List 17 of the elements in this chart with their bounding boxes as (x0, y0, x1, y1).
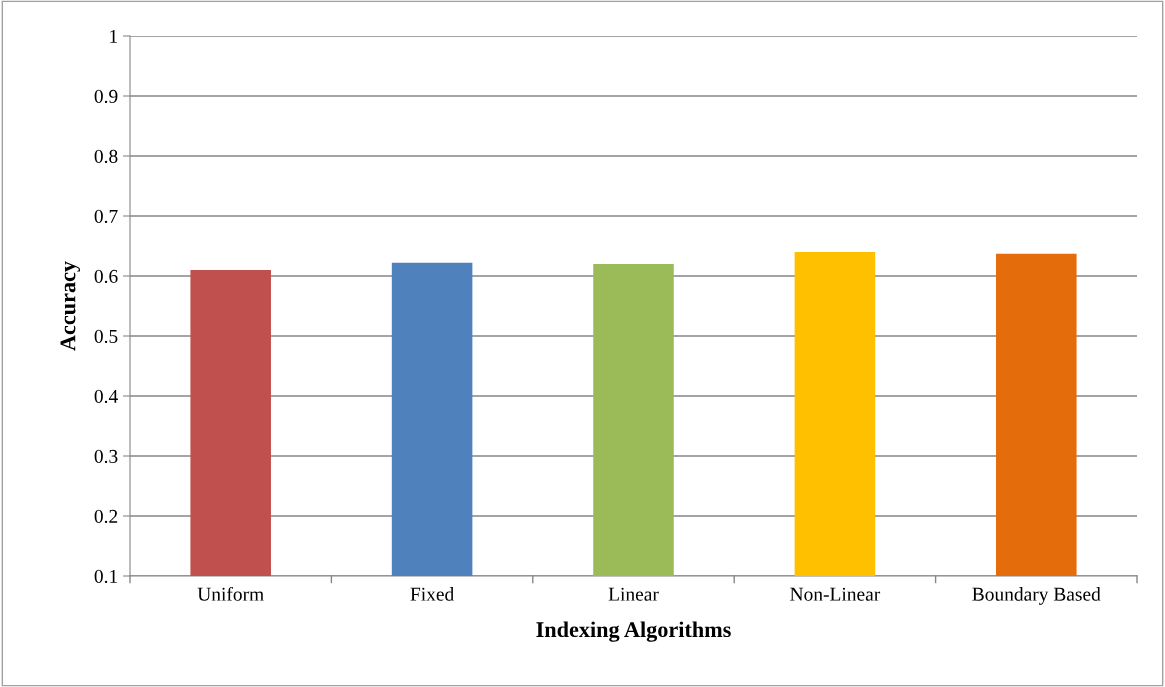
x-tick-label: Fixed (410, 587, 455, 601)
x-tick-label: Non-Linear (790, 587, 881, 601)
y-tick-label: 0.9 (94, 89, 118, 104)
y-tick-label: 0.8 (94, 149, 118, 164)
y-axis-title: Accuracy (60, 261, 80, 351)
y-tick-label: 0.4 (94, 389, 118, 404)
y-tick-label: 0.3 (94, 449, 118, 464)
y-tick-label: 1 (110, 29, 118, 43)
y-tick-label: 0.1 (94, 569, 118, 584)
x-tick-label: Linear (608, 587, 659, 601)
y-tick-label: 0.7 (94, 209, 118, 224)
x-axis-title: Indexing Algorithms (536, 621, 731, 642)
x-tick-label: Boundary Based (972, 587, 1101, 605)
x-tick-label: Uniform (197, 586, 264, 601)
y-tick-label: 0.5 (94, 329, 118, 344)
y-tick-label: 0.6 (94, 269, 118, 284)
y-tick-label: 0.2 (94, 509, 118, 524)
